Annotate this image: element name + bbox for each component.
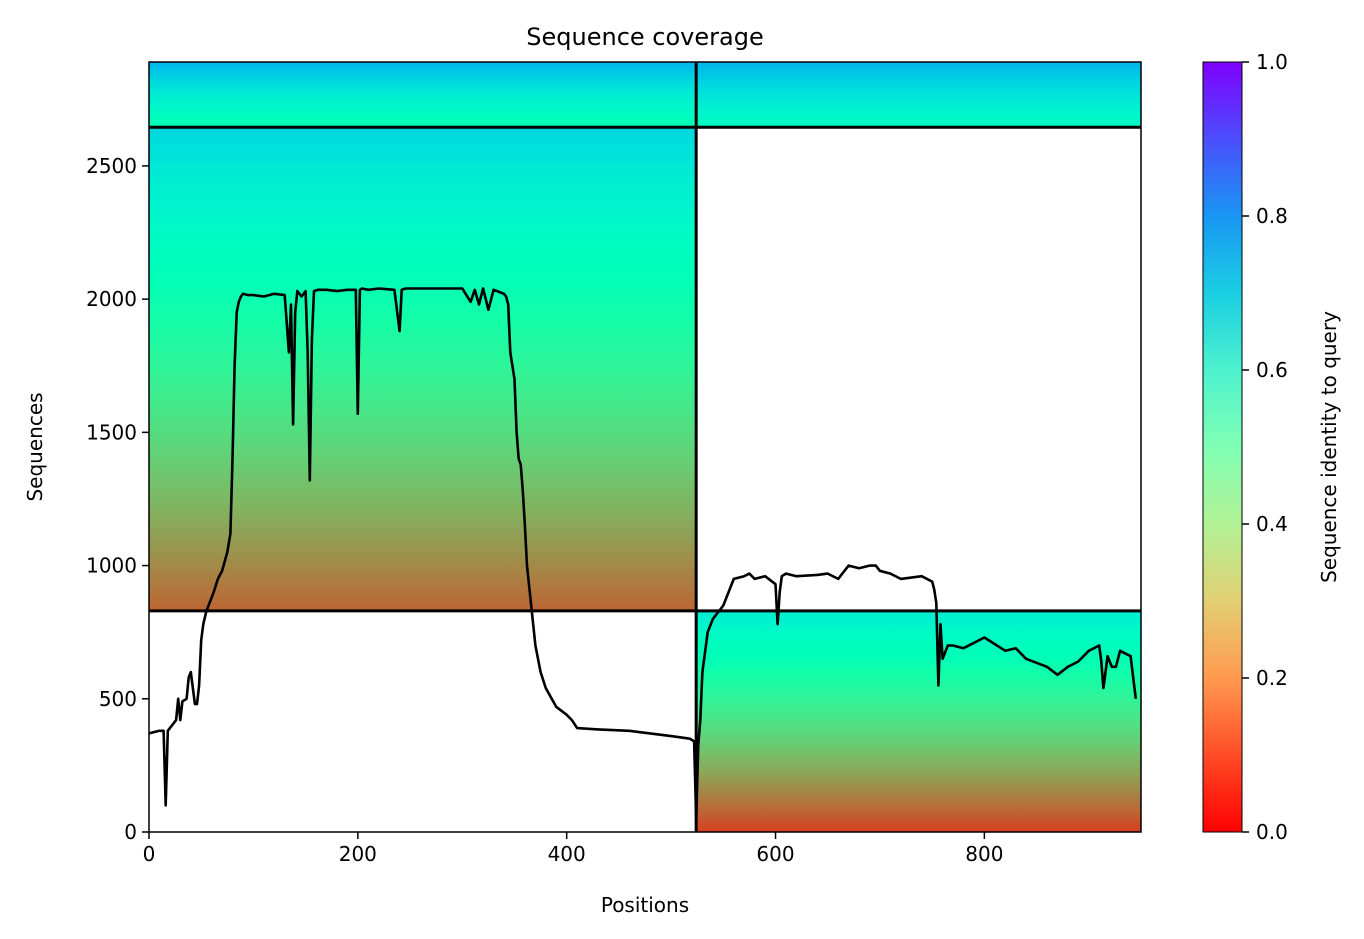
block-right-bottom	[696, 610, 1141, 832]
x-tick-label: 600	[756, 842, 794, 866]
x-tick-label: 800	[965, 842, 1003, 866]
chart-title: Sequence coverage	[526, 23, 763, 51]
plot-frame	[148, 61, 1142, 833]
block-left-top	[149, 62, 697, 128]
x-axis-ticks: 0 200 400 600 800	[143, 832, 1003, 866]
y-tick-label: 2000	[86, 287, 137, 311]
colorbar	[1202, 61, 1243, 833]
x-axis-title: Positions	[601, 893, 689, 917]
y-tick-label: 500	[99, 687, 137, 711]
y-tick-label: 0	[124, 820, 137, 844]
colorbar-tick-label: 0.6	[1256, 358, 1288, 382]
heatmap-blocks	[149, 62, 1141, 832]
x-tick-label: 400	[548, 842, 586, 866]
block-dividers	[149, 62, 1141, 832]
y-tick-label: 1000	[86, 554, 137, 578]
block-right-top	[696, 62, 1141, 128]
colorbar-tick-label: 1.0	[1256, 50, 1288, 74]
y-tick-label: 2500	[86, 154, 137, 178]
x-tick-label: 0	[143, 842, 156, 866]
colorbar-label: Sequence identity to query	[1317, 311, 1341, 583]
coverage-layer	[149, 287, 1138, 820]
y-axis-title: Sequences	[23, 392, 47, 501]
block-left-middle	[149, 127, 697, 611]
coverage-line	[149, 287, 1138, 820]
colorbar-tick-label: 0.4	[1256, 512, 1288, 536]
colorbar-tick-label: 0.8	[1256, 204, 1288, 228]
y-tick-label: 1500	[86, 420, 137, 444]
colorbar-ticks: 0.0 0.2 0.4 0.6 0.8 1.0	[1242, 50, 1288, 844]
colorbar-tick-label: 0.0	[1256, 820, 1288, 844]
y-axis-ticks: 0 500 1000 1500 2000 2500	[86, 154, 149, 844]
colorbar-tick-label: 0.2	[1256, 666, 1288, 690]
x-tick-label: 200	[339, 842, 377, 866]
